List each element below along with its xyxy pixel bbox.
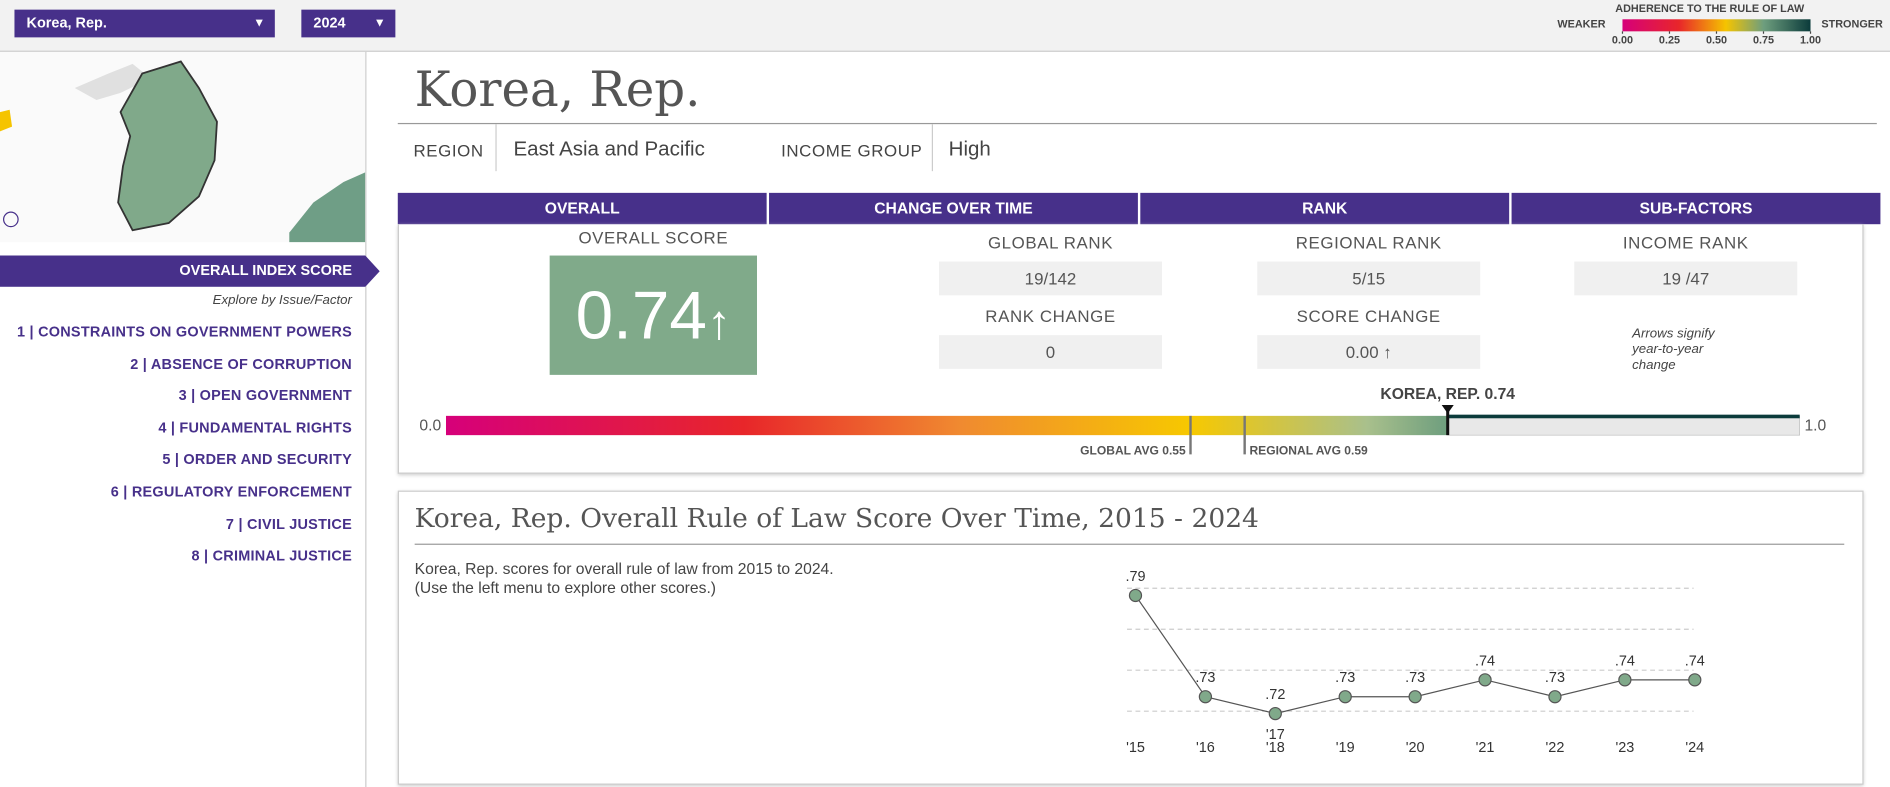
rank-change-label: RANK CHANGE: [985, 306, 1116, 326]
header-rule: [397, 122, 1877, 125]
tab[interactable]: CHANGE OVER TIME: [769, 192, 1138, 225]
factor-link[interactable]: 7 | CIVIL JUSTICE: [225, 515, 352, 533]
global-rank-label: GLOBAL RANK: [987, 232, 1114, 252]
trend-point: [1338, 690, 1352, 704]
x-tick-label: '23: [1615, 740, 1634, 756]
factor-link[interactable]: 8 | CRIMINAL JUSTICE: [191, 547, 352, 565]
legend-high: STRONGER: [1821, 18, 1883, 31]
tab[interactable]: RANK: [1140, 192, 1510, 225]
x-tick-label: '24: [1685, 740, 1704, 756]
value-label: .73: [1195, 670, 1215, 686]
income: High: [948, 137, 991, 161]
scale-end-label: 0.0: [419, 417, 441, 434]
value-label: .74: [1475, 653, 1495, 669]
trend-point: [1128, 588, 1143, 603]
income-label: INCOME GROUP: [781, 141, 923, 161]
trend-point: [1408, 690, 1422, 704]
trend-point: [1198, 690, 1213, 704]
x-tick-label: '22: [1546, 740, 1565, 756]
legend-tick-label: 1.00: [1800, 34, 1821, 46]
value-label: .74: [1685, 653, 1705, 669]
divider: [495, 124, 497, 172]
year-select-text: 2024: [313, 14, 346, 32]
income-rank: 19 /47: [1574, 261, 1798, 296]
legend-scale: 0.00 0.25 0.50 0.75 1.00: [1612, 19, 1821, 46]
score-change-label: SCORE CHANGE: [1296, 306, 1441, 326]
sidebar-subtitle: Explore by Issue/Factor: [212, 292, 352, 308]
x-tick-label: '15: [1126, 740, 1145, 756]
score-label: KOREA, REP. 0.74: [1380, 386, 1515, 403]
trend-point: [1478, 673, 1492, 687]
region-label: REGION: [413, 141, 484, 161]
factor-link[interactable]: 2 | ABSENCE OF CORRUPTION: [130, 355, 352, 372]
x-tick-label: '19: [1336, 740, 1355, 756]
trend-title: Korea, Rep. Overall Rule of Law Score Ov…: [414, 503, 1259, 534]
year-select[interactable]: 2024 ▼: [301, 9, 396, 38]
legend-gradient: [1622, 19, 1811, 32]
value-label: .74: [1615, 653, 1635, 669]
point-note: '17: [1266, 727, 1285, 743]
divider: [931, 124, 933, 172]
value-label: .72: [1265, 687, 1285, 703]
scale-end-label: 1.0: [1804, 417, 1826, 434]
factor-link[interactable]: 1 | CONSTRAINTS ON GOVERNMENT POWERS: [16, 323, 352, 340]
x-tick-label: '21: [1476, 740, 1495, 756]
income-rank-label: INCOME RANK: [1622, 232, 1749, 252]
country-title: Korea, Rep.: [414, 62, 701, 119]
factor-link[interactable]: 6 | REGULATORY ENFORCEMENT: [110, 483, 352, 501]
arrow-note: Arrows signify year-to-year change: [1632, 326, 1715, 373]
overall-label: OVERALL SCORE: [578, 227, 729, 248]
regional-rank: 5/15: [1257, 261, 1481, 296]
tab[interactable]: SUB-FACTORS: [1511, 192, 1881, 225]
value-label: .73: [1545, 670, 1565, 686]
legend-title: ADHERENCE TO THE RULE OF LAW: [1615, 2, 1805, 15]
score-scale: 0.0 1.0 KOREA, REP. 0.74 GLOBAL AVG 0.55 REG…: [419, 386, 1826, 457]
legend-tick-label: 0.00: [1612, 34, 1633, 46]
factor-link[interactable]: 4 | FUNDAMENTAL RIGHTS: [158, 419, 352, 437]
global-rank: 19/142: [939, 261, 1163, 296]
trend-rule: [414, 543, 1845, 545]
overall-panel: [397, 224, 1864, 474]
active-item-bg: [0, 255, 380, 287]
scale-top-line: [1447, 414, 1800, 419]
global-avg-label: GLOBAL AVG 0.55: [1080, 443, 1186, 457]
score-change-box: 0.00 ↑: [1257, 335, 1481, 369]
x-tick-label: '20: [1406, 740, 1425, 756]
trend-description: Korea, Rep. scores for overall rule of l…: [414, 559, 834, 578]
x-tick-label: '18: [1266, 740, 1285, 756]
factor-link[interactable]: 5 | ORDER AND SECURITY: [162, 451, 352, 469]
scale-remainder: [1447, 415, 1800, 436]
trend-chart: .79 '15 .73 '16 .72 '18 .73 '19 .73 '20 .74 '21 .73 '…: [1125, 569, 1705, 756]
country-select[interactable]: Korea, Rep. ▼: [14, 9, 275, 38]
score-pointer: [1441, 405, 1454, 414]
trend-point: [1268, 706, 1282, 721]
map: [0, 51, 366, 243]
value-label: .73: [1335, 670, 1355, 686]
regional-rank-label: REGIONAL RANK: [1295, 232, 1442, 252]
sidebar-active[interactable]: OVERALL INDEX SCORE: [179, 261, 352, 279]
legend-tick-label: 0.25: [1659, 34, 1680, 46]
score-change: 0.00: [1345, 342, 1379, 362]
region: East Asia and Pacific: [513, 137, 705, 161]
tab[interactable]: OVERALL: [397, 192, 767, 225]
value-label: .73: [1405, 670, 1425, 686]
trend-point: [1618, 673, 1632, 687]
factor-link[interactable]: 3 | OPEN GOVERNMENT: [178, 387, 352, 405]
overall-score-box: 0.74↑: [549, 255, 757, 375]
trend-hint: (Use the left menu to explore other scor…: [414, 578, 717, 597]
trend-panel: [397, 490, 1864, 785]
x-tick-label: '16: [1196, 740, 1215, 756]
sidebar: [0, 51, 367, 787]
legend-tick-label: 0.75: [1753, 34, 1774, 46]
country-select-text: Korea, Rep.: [26, 14, 107, 32]
regional-avg-label: REGIONAL AVG 0.59: [1249, 443, 1368, 457]
rank-change: 0: [939, 335, 1163, 369]
trend-point: [1548, 690, 1562, 704]
trend-point: [1688, 673, 1702, 687]
legend-low: WEAKER: [1557, 18, 1606, 31]
overall-score: 0.74: [575, 277, 707, 354]
legend-tick-label: 0.50: [1706, 34, 1727, 46]
value-label: .79: [1125, 569, 1145, 585]
